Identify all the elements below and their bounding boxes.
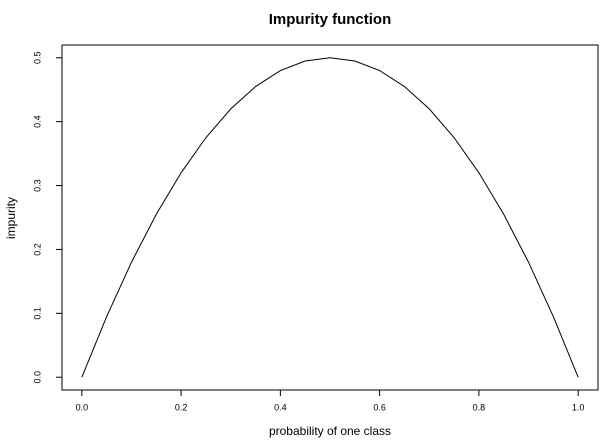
y-axis-label: impurity xyxy=(4,197,18,239)
x-tick-label: 0.2 xyxy=(175,402,188,412)
x-tick-label: 0.0 xyxy=(76,402,89,412)
x-tick-label: 0.4 xyxy=(274,402,287,412)
y-tick-label: 0.2 xyxy=(32,243,42,256)
chart-title: Impurity function xyxy=(269,11,392,28)
x-tick-label: 0.8 xyxy=(473,402,486,412)
y-tick-label: 0.0 xyxy=(32,371,42,384)
line xyxy=(81,57,579,378)
y-tick-label: 0.3 xyxy=(32,179,42,192)
y-tick-label: 0.5 xyxy=(32,52,42,65)
plot-box xyxy=(61,44,599,391)
x-tick-label: 1.0 xyxy=(572,402,585,412)
x-tick-label: 0.6 xyxy=(373,402,386,412)
y-tick-label: 0.4 xyxy=(32,115,42,128)
y-tick-label: 0.1 xyxy=(32,307,42,320)
x-axis-label: probability of one class xyxy=(269,424,391,438)
